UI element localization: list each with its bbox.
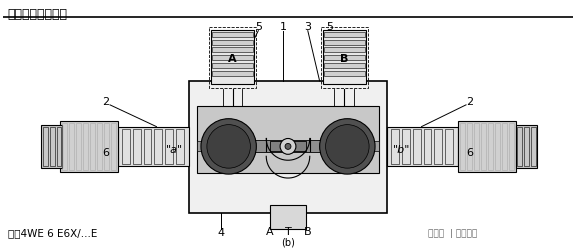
Bar — [189, 81, 387, 213]
Circle shape — [201, 119, 256, 174]
Bar — [209, 27, 256, 88]
Bar — [324, 40, 365, 44]
Text: "b": "b" — [393, 145, 411, 155]
Circle shape — [280, 138, 296, 154]
Text: B: B — [304, 227, 312, 237]
Bar — [212, 55, 253, 60]
Bar — [460, 123, 465, 170]
Text: 2: 2 — [103, 97, 109, 107]
Bar — [324, 47, 365, 52]
Bar — [77, 123, 81, 170]
Text: 3: 3 — [304, 22, 311, 32]
Text: 2: 2 — [467, 97, 473, 107]
Bar — [387, 127, 458, 166]
Bar — [524, 127, 529, 166]
Bar — [84, 123, 88, 170]
Bar — [229, 140, 347, 152]
Bar — [104, 123, 109, 170]
Text: A: A — [266, 227, 274, 237]
Bar — [401, 129, 410, 164]
Bar — [481, 123, 486, 170]
Text: T: T — [285, 227, 291, 237]
Bar — [270, 141, 306, 151]
Bar — [143, 129, 151, 164]
Bar — [324, 71, 365, 76]
Bar — [323, 30, 366, 84]
Circle shape — [325, 125, 369, 168]
Bar — [324, 32, 365, 37]
Bar — [502, 123, 507, 170]
Bar — [56, 127, 62, 166]
Bar — [60, 121, 118, 172]
Text: 网易号  | 机电天下: 网易号 | 机电天下 — [429, 229, 478, 238]
Text: 5: 5 — [326, 22, 333, 32]
Bar — [69, 123, 74, 170]
Text: 6: 6 — [467, 148, 473, 158]
Bar — [132, 129, 141, 164]
Bar — [197, 141, 203, 151]
Bar — [324, 63, 365, 68]
Bar — [495, 123, 499, 170]
Text: 型号4WE 6 E6X/...E: 型号4WE 6 E6X/...E — [8, 228, 97, 238]
Bar — [50, 127, 55, 166]
Circle shape — [207, 125, 251, 168]
Text: 1: 1 — [279, 22, 286, 32]
Bar — [488, 123, 492, 170]
Bar — [458, 121, 516, 172]
Bar — [212, 40, 253, 44]
Bar — [434, 129, 442, 164]
Bar — [43, 127, 48, 166]
Bar — [270, 205, 306, 229]
Bar — [212, 63, 253, 68]
Bar — [212, 32, 253, 37]
Bar — [122, 129, 130, 164]
Bar — [41, 125, 62, 168]
Bar — [474, 123, 479, 170]
Text: "a": "a" — [166, 145, 183, 155]
Text: B: B — [340, 54, 348, 64]
Bar — [509, 123, 514, 170]
Bar — [197, 106, 379, 173]
Bar — [324, 55, 365, 60]
Bar — [97, 123, 102, 170]
Text: 功能说明，剖视图: 功能说明，剖视图 — [7, 8, 67, 21]
Bar — [154, 129, 162, 164]
Text: 5: 5 — [255, 22, 262, 32]
Bar — [531, 127, 536, 166]
Bar — [211, 30, 255, 84]
Bar — [212, 47, 253, 52]
Bar — [165, 129, 173, 164]
Circle shape — [320, 119, 375, 174]
Bar — [516, 125, 537, 168]
Bar — [412, 129, 420, 164]
Bar — [118, 127, 189, 166]
Bar — [90, 123, 95, 170]
Bar — [445, 129, 453, 164]
Circle shape — [285, 143, 291, 149]
Bar — [212, 71, 253, 76]
Text: (b): (b) — [281, 237, 295, 247]
Bar — [423, 129, 431, 164]
Text: 4: 4 — [217, 228, 224, 238]
Bar — [373, 141, 379, 151]
Text: A: A — [228, 54, 237, 64]
Bar — [391, 129, 399, 164]
Bar — [517, 127, 522, 166]
Bar — [111, 123, 116, 170]
Bar — [467, 123, 472, 170]
Bar — [62, 123, 67, 170]
Bar — [176, 129, 184, 164]
Text: 6: 6 — [103, 148, 109, 158]
Bar — [321, 27, 368, 88]
